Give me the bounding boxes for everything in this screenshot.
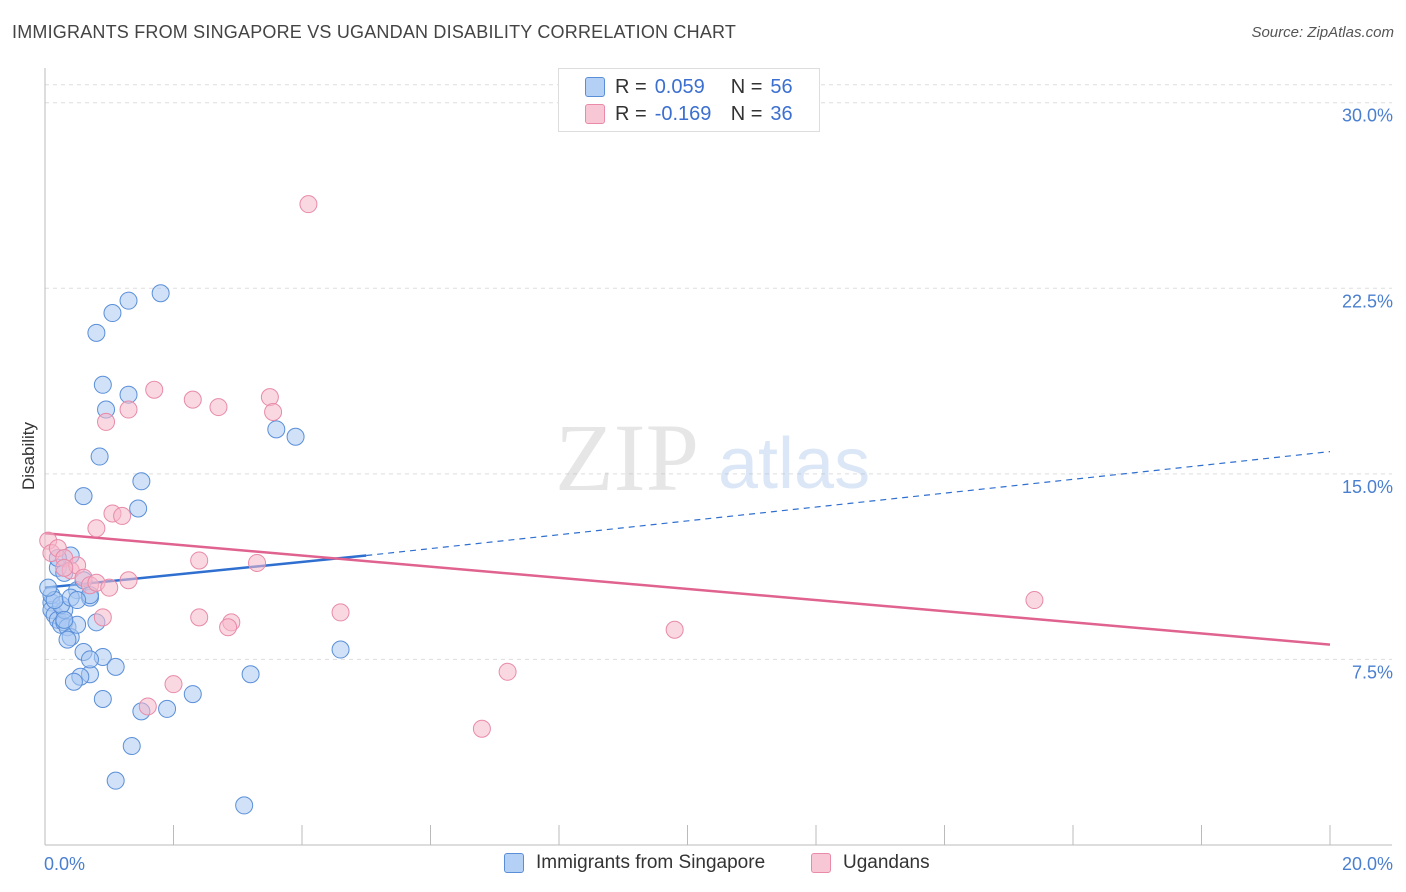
point-ugandan xyxy=(146,381,163,398)
point-ugandan xyxy=(120,572,137,589)
point-singapore xyxy=(133,473,150,490)
point-ugandan xyxy=(300,196,317,213)
point-singapore xyxy=(75,488,92,505)
legend-swatch-blue xyxy=(504,853,524,873)
grid-lines xyxy=(45,85,1392,660)
y-tick-label: 7.5% xyxy=(1352,662,1393,682)
point-ugandan xyxy=(191,552,208,569)
point-singapore xyxy=(332,641,349,658)
legend-row-singapore: R = 0.059 N = 56 xyxy=(585,75,793,99)
legend-n-label: N = xyxy=(731,103,763,126)
point-singapore xyxy=(107,658,124,675)
point-ugandan xyxy=(210,399,227,416)
point-singapore xyxy=(69,592,86,609)
point-singapore xyxy=(287,428,304,445)
legend-item-ugandans[interactable]: Ugandans xyxy=(811,852,930,874)
legend-item-singapore[interactable]: Immigrants from Singapore xyxy=(504,852,765,874)
point-singapore xyxy=(59,631,76,648)
point-singapore xyxy=(184,686,201,703)
y-tick-label: 30.0% xyxy=(1342,106,1393,126)
legend-n-value: 56 xyxy=(770,76,792,99)
point-ugandan xyxy=(120,401,137,418)
point-singapore xyxy=(242,666,259,683)
point-ugandan xyxy=(88,520,105,537)
point-singapore xyxy=(152,285,169,302)
point-ugandan xyxy=(56,559,73,576)
point-ugandan xyxy=(94,609,111,626)
point-ugandan xyxy=(265,404,282,421)
point-ugandan xyxy=(332,604,349,621)
legend-n-value: 36 xyxy=(770,103,792,126)
watermark-atlas: atlas xyxy=(718,424,870,504)
point-singapore xyxy=(94,691,111,708)
legend-label-ugandans: Ugandans xyxy=(843,852,930,874)
point-singapore xyxy=(107,772,124,789)
point-singapore xyxy=(130,500,147,517)
correlation-legend: R = 0.059 N = 56 R = -0.169 N = 36 xyxy=(558,68,820,132)
legend-r-label: R = xyxy=(615,76,647,99)
legend-n-label: N = xyxy=(731,76,763,99)
point-ugandan xyxy=(114,507,131,524)
legend-swatch-pink xyxy=(811,853,831,873)
point-ugandan xyxy=(98,413,115,430)
y-tick-label: 15.0% xyxy=(1342,477,1393,497)
legend-row-ugandans: R = -0.169 N = 36 xyxy=(585,102,793,126)
point-ugandan xyxy=(220,619,237,636)
point-singapore xyxy=(88,324,105,341)
point-ugandan xyxy=(101,579,118,596)
legend-r-label: R = xyxy=(615,103,647,126)
point-ugandan xyxy=(249,554,266,571)
point-ugandan xyxy=(139,698,156,715)
point-singapore xyxy=(94,376,111,393)
point-ugandan xyxy=(191,609,208,626)
point-singapore xyxy=(236,797,253,814)
point-ugandan xyxy=(1026,592,1043,609)
point-singapore xyxy=(104,305,121,322)
point-singapore xyxy=(40,579,57,596)
point-singapore xyxy=(65,673,82,690)
point-singapore xyxy=(81,651,98,668)
point-singapore xyxy=(123,738,140,755)
scatter-plot: ZIP atlas 7.5%15.0%22.5%30.0% 0.0% 20.0% … xyxy=(0,0,1406,892)
point-ugandan xyxy=(499,663,516,680)
legend-swatch-blue xyxy=(585,77,605,97)
point-ugandan xyxy=(184,391,201,408)
watermark: ZIP atlas xyxy=(555,404,870,511)
point-singapore xyxy=(91,448,108,465)
y-tick-labels: 7.5% 15.0% 22.5% 30.0% xyxy=(1342,106,1393,683)
legend-label-singapore: Immigrants from Singapore xyxy=(536,852,765,874)
series-legend: Immigrants from Singapore Ugandans xyxy=(0,852,1406,878)
point-singapore xyxy=(120,292,137,309)
point-ugandan xyxy=(261,389,278,406)
y-axis-label: Disability xyxy=(19,421,38,490)
point-singapore xyxy=(268,421,285,438)
legend-swatch-pink xyxy=(585,104,605,124)
point-ugandan xyxy=(165,676,182,693)
point-singapore xyxy=(159,700,176,717)
point-ugandan xyxy=(473,720,490,737)
legend-r-value: -0.169 xyxy=(655,103,731,126)
legend-r-value: 0.059 xyxy=(655,76,731,99)
watermark-zip: ZIP xyxy=(555,404,699,511)
point-ugandan xyxy=(666,621,683,638)
y-tick-label: 22.5% xyxy=(1342,291,1393,311)
point-singapore xyxy=(56,611,73,628)
